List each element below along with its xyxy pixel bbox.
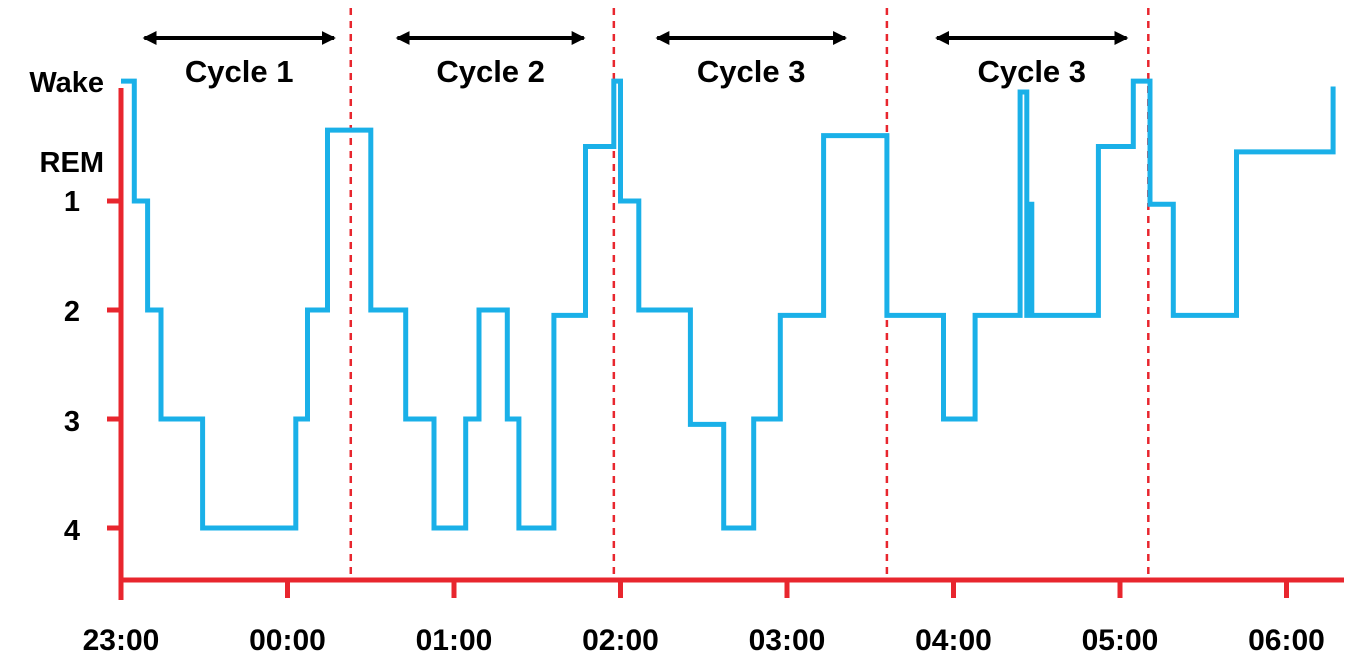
x-axis-label: 23:00	[83, 624, 160, 657]
y-axis-label: 4	[64, 515, 80, 547]
cycle-label: Cycle 3	[697, 54, 806, 89]
x-axis-label: 02:00	[582, 624, 659, 657]
x-axis-label: 06:00	[1248, 624, 1325, 657]
y-axis-label: 1	[64, 186, 80, 218]
cycle-label: Cycle 2	[436, 54, 545, 89]
cycle-label: Cycle 1	[185, 54, 294, 89]
sleep-stage-line	[121, 78, 1336, 531]
y-axis-label: 3	[64, 406, 80, 438]
x-axis-label: 00:00	[249, 624, 326, 657]
y-axis-label: Wake	[29, 67, 104, 99]
x-axis-label: 01:00	[416, 624, 493, 657]
cycle-label: Cycle 3	[977, 54, 1086, 89]
x-axis-label: 03:00	[749, 624, 826, 657]
x-axis-label: 04:00	[915, 624, 992, 657]
x-axis-label: 05:00	[1082, 624, 1159, 657]
y-axis-label: 2	[64, 296, 80, 328]
y-axis-label: REM	[40, 147, 104, 179]
